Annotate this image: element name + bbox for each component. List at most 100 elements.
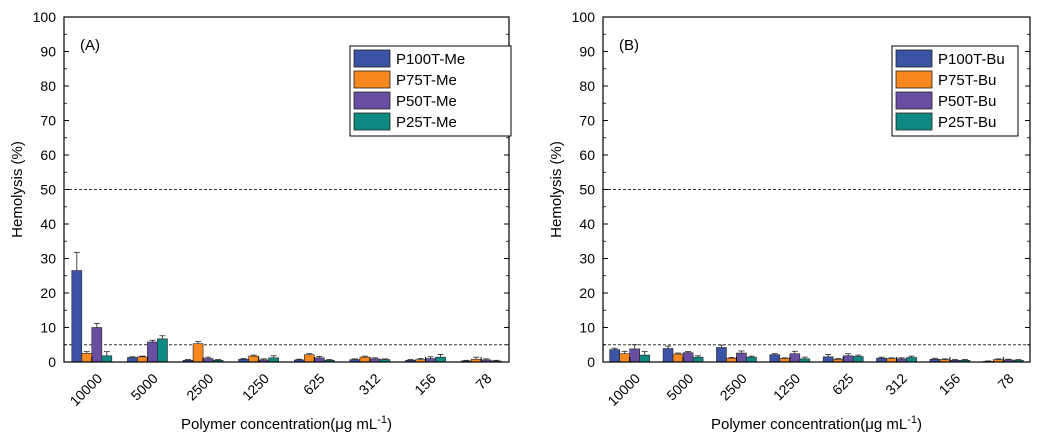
y-tick-label: 10 (40, 320, 56, 336)
bar (91, 327, 103, 363)
x-tick-label: 312 (356, 370, 384, 398)
x-tick-label: 10000 (66, 370, 105, 409)
x-tick-label: 1250 (239, 370, 272, 403)
bar (268, 357, 279, 363)
bar (147, 341, 158, 363)
x-axis-label-main: Polymer concentration(μg mL (181, 416, 377, 433)
x-tick-label: 5000 (128, 370, 161, 403)
bar (304, 354, 315, 363)
bar (789, 353, 801, 363)
panel-label: (B) (619, 37, 639, 54)
bar (359, 356, 371, 363)
x-axis-label: Polymer concentration(μg mL-1) (711, 414, 922, 433)
legend: P100T-Bu P75T-Bu P50T-Bu P25T-Bu (891, 45, 1019, 137)
bar (682, 352, 694, 363)
y-tick-label: 20 (40, 285, 56, 301)
x-tick-label: 78 (472, 370, 494, 392)
x-axis-label-main: Polymer concentration(μg mL (711, 416, 907, 433)
x-tick-label: 2500 (183, 370, 216, 403)
y-tick-label: 50 (579, 182, 595, 198)
x-tick-label: 10000 (604, 370, 643, 409)
y-tick-label: 0 (48, 354, 56, 370)
y-tick-label: 0 (587, 354, 595, 370)
y-tick-label: 90 (40, 44, 56, 60)
legend-label: P100T-Bu (938, 51, 1005, 68)
x-tick-label: 156 (936, 370, 964, 398)
y-tick-label: 100 (572, 9, 596, 25)
y-tick-label: 60 (579, 147, 595, 163)
y-axis-label: Hemolysis (%) (548, 141, 565, 238)
y-tick-label: 10 (579, 320, 595, 336)
legend-label: P100T-Me (396, 51, 465, 68)
bar (716, 347, 727, 363)
bar (609, 349, 620, 363)
y-tick-label: 40 (40, 216, 56, 232)
bar (736, 352, 747, 363)
x-axis-label: Polymer concentration(μg mL-1) (181, 414, 392, 433)
bar (81, 353, 93, 363)
legend-label: P25T-Me (396, 114, 457, 131)
legend-label: P50T-Me (396, 93, 457, 110)
bar (314, 357, 325, 363)
x-tick-label: 78 (994, 370, 1016, 392)
bar (137, 356, 148, 363)
x-tick-label: 5000 (663, 370, 696, 403)
bar (157, 338, 168, 363)
y-tick-label: 30 (579, 251, 595, 267)
panel-label: (A) (80, 37, 100, 54)
y-tick-label: 50 (40, 182, 56, 198)
y-tick-label: 70 (40, 113, 56, 129)
x-tick-label: 312 (882, 370, 910, 398)
x-tick-label: 625 (829, 370, 857, 398)
y-tick-label: 100 (33, 9, 57, 25)
x-axis-label-close: ) (917, 416, 922, 433)
bar (662, 348, 674, 363)
x-tick-label: 2500 (717, 370, 750, 403)
legend-swatch (895, 70, 933, 89)
legend-swatch (353, 49, 391, 68)
legend: P100T-Me P75T-Me P50T-Me P25T-Me (349, 45, 512, 137)
x-tick-label: 625 (300, 370, 328, 398)
y-axis-label: Hemolysis (%) (9, 141, 26, 238)
bar (852, 356, 864, 363)
y-tick-label: 40 (579, 216, 595, 232)
legend-label: P75T-Me (396, 72, 457, 89)
y-tick-label: 70 (579, 113, 595, 129)
x-axis-label-close: ) (387, 416, 392, 433)
y-tick-label: 20 (579, 285, 595, 301)
bar (769, 354, 781, 363)
x-axis-label-superscript: -1 (377, 414, 387, 426)
bar (692, 356, 704, 363)
bar (71, 270, 83, 363)
y-tick-label: 60 (40, 147, 56, 163)
bar (822, 356, 834, 363)
legend-swatch (353, 91, 391, 110)
bar (248, 355, 259, 363)
x-tick-label: 1250 (770, 370, 803, 403)
x-tick-label: 156 (411, 370, 439, 398)
bar (435, 356, 446, 363)
y-tick-label: 80 (579, 78, 595, 94)
bar (842, 355, 854, 363)
legend-swatch (353, 70, 391, 89)
bar (619, 353, 630, 363)
chart-panel-1: 0 10 20 30 40 50 60 70 80 90 100 10000 5000 2500 1250 6… (9, 9, 512, 433)
bar (639, 354, 650, 363)
bar (629, 348, 640, 363)
bar (672, 353, 684, 363)
bar (906, 357, 917, 363)
legend-swatch (353, 112, 391, 131)
y-tick-label: 80 (40, 78, 56, 94)
chart-panel-2: 0 10 20 30 40 50 60 70 80 90 100 10000 5000 2500 1250 6… (548, 9, 1031, 433)
legend-swatch (895, 49, 933, 68)
legend-label: P75T-Bu (938, 72, 996, 89)
bar (746, 356, 757, 363)
bar (192, 343, 204, 363)
x-axis-label-superscript: -1 (907, 414, 917, 426)
y-tick-label: 30 (40, 251, 56, 267)
legend-swatch (895, 112, 933, 131)
legend-label: P50T-Bu (938, 93, 996, 110)
bar (127, 357, 138, 363)
legend-label: P25T-Bu (938, 114, 996, 131)
